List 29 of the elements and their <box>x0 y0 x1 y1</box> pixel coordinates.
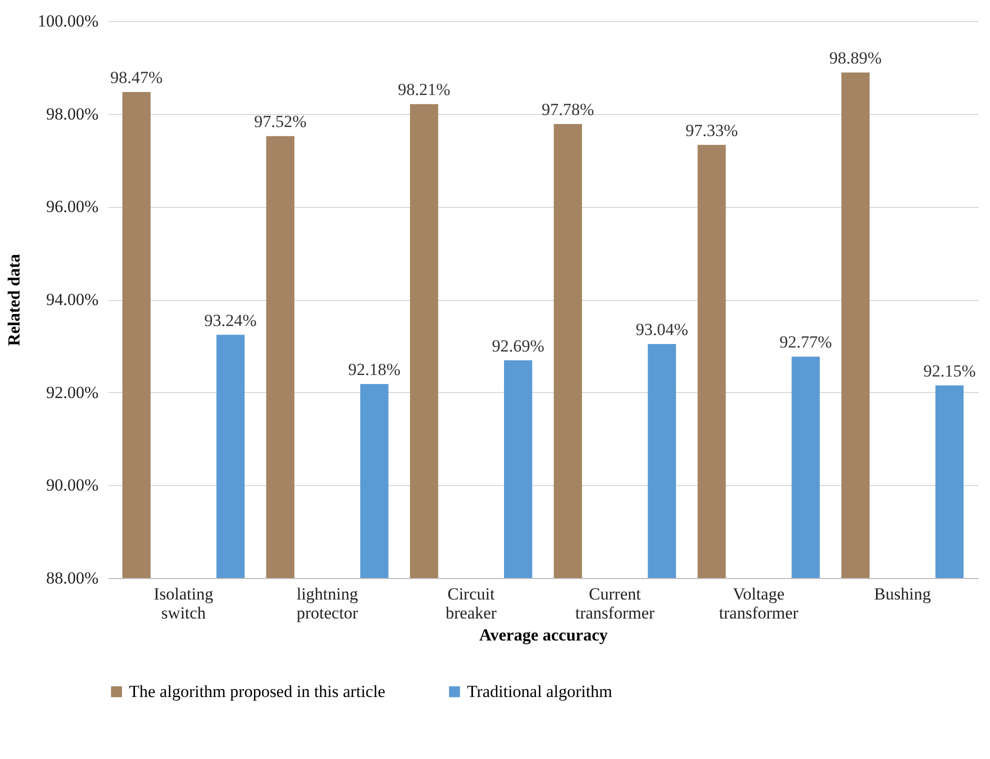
data-label: 98.21% <box>398 80 450 100</box>
y-tick-label: 94.00% <box>46 290 98 309</box>
y-tick-label: 92.00% <box>46 382 98 402</box>
data-label: 93.24% <box>204 310 257 330</box>
x-tick-label: Voltage transformer <box>719 584 799 622</box>
x-tick-label: Circuit breaker <box>446 584 497 622</box>
data-label: 98.89% <box>829 48 882 68</box>
x-axis-title: Average accuracy <box>479 626 608 644</box>
x-tick-label: lightning protector <box>296 584 358 622</box>
y-tick-label: 90.00% <box>46 476 98 495</box>
data-label: 92.77% <box>780 332 832 352</box>
data-label: 97.33% <box>685 120 738 140</box>
data-label: 92.69% <box>492 336 544 356</box>
data-label: 92.15% <box>923 361 976 380</box>
y-tick-label: 98.00% <box>46 104 98 124</box>
data-label: 98.47% <box>110 68 163 88</box>
y-axis-title: Related data <box>4 253 24 346</box>
y-tick-label: 96.00% <box>46 197 98 216</box>
x-tick-label: Isolating switch <box>154 584 214 622</box>
data-label: 93.04% <box>636 320 688 340</box>
data-label: 97.78% <box>542 100 594 120</box>
data-label: 97.52% <box>254 112 306 132</box>
legend-label: Traditional algorithm <box>467 682 612 701</box>
legend-label: The algorithm proposed in this article <box>129 682 386 701</box>
x-tick-label: Bushing <box>874 584 932 604</box>
y-tick-label: 88.00% <box>46 568 98 588</box>
x-tick-label: Current transformer <box>575 584 655 622</box>
data-label: 92.18% <box>348 360 401 379</box>
y-tick-label: 100.00% <box>38 12 98 30</box>
